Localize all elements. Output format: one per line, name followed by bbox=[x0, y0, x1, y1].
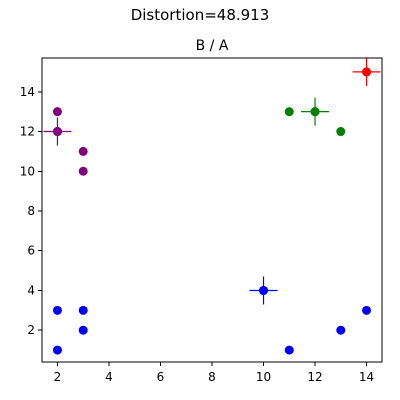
data-point bbox=[362, 305, 372, 315]
x-tick-label: 10 bbox=[256, 370, 271, 384]
y-tick-label: 6 bbox=[27, 244, 35, 258]
y-tick-label: 4 bbox=[27, 283, 35, 297]
centroid-marker bbox=[249, 276, 278, 305]
chart-title: B / A bbox=[196, 38, 229, 54]
centroid-dot bbox=[310, 107, 320, 117]
data-point bbox=[336, 127, 346, 137]
data-point bbox=[284, 107, 294, 117]
data-point bbox=[284, 345, 294, 355]
centroid-marker bbox=[43, 117, 72, 146]
x-tick-label: 8 bbox=[208, 370, 216, 384]
y-tick-label: 14 bbox=[20, 85, 35, 99]
x-tick-label: 12 bbox=[307, 370, 322, 384]
centroid-marker bbox=[352, 57, 381, 86]
cluster-3 bbox=[52, 276, 372, 355]
cluster-0 bbox=[43, 107, 88, 176]
axes-frame bbox=[41, 57, 383, 363]
data-point bbox=[336, 325, 346, 335]
x-tick-label: 4 bbox=[105, 370, 113, 384]
data-point bbox=[78, 146, 88, 156]
data-point bbox=[78, 305, 88, 315]
cluster-1 bbox=[284, 97, 346, 137]
x-tick-label: 14 bbox=[359, 370, 374, 384]
data-point bbox=[78, 166, 88, 176]
tick-group: 2 4 6 8 10 12 14 2 4 6 8 10 12 14 bbox=[20, 85, 374, 384]
data-point bbox=[52, 345, 62, 355]
data-point bbox=[52, 107, 62, 117]
centroid-marker bbox=[301, 97, 330, 126]
y-tick-label: 10 bbox=[20, 164, 35, 178]
y-tick-label: 2 bbox=[27, 323, 35, 337]
plot-area bbox=[43, 57, 381, 355]
y-tick-label: 12 bbox=[20, 125, 35, 139]
x-tick-label: 2 bbox=[54, 370, 62, 384]
centroid-dot bbox=[259, 285, 269, 295]
data-point bbox=[52, 305, 62, 315]
axes bbox=[41, 57, 383, 363]
x-tick-label: 6 bbox=[157, 370, 165, 384]
centroid-dot bbox=[362, 67, 372, 77]
chart-suptitle: Distortion=48.913 bbox=[131, 6, 270, 24]
centroid-dot bbox=[52, 127, 62, 137]
cluster-2 bbox=[352, 57, 381, 86]
data-point bbox=[78, 325, 88, 335]
y-tick-label: 8 bbox=[27, 204, 35, 218]
